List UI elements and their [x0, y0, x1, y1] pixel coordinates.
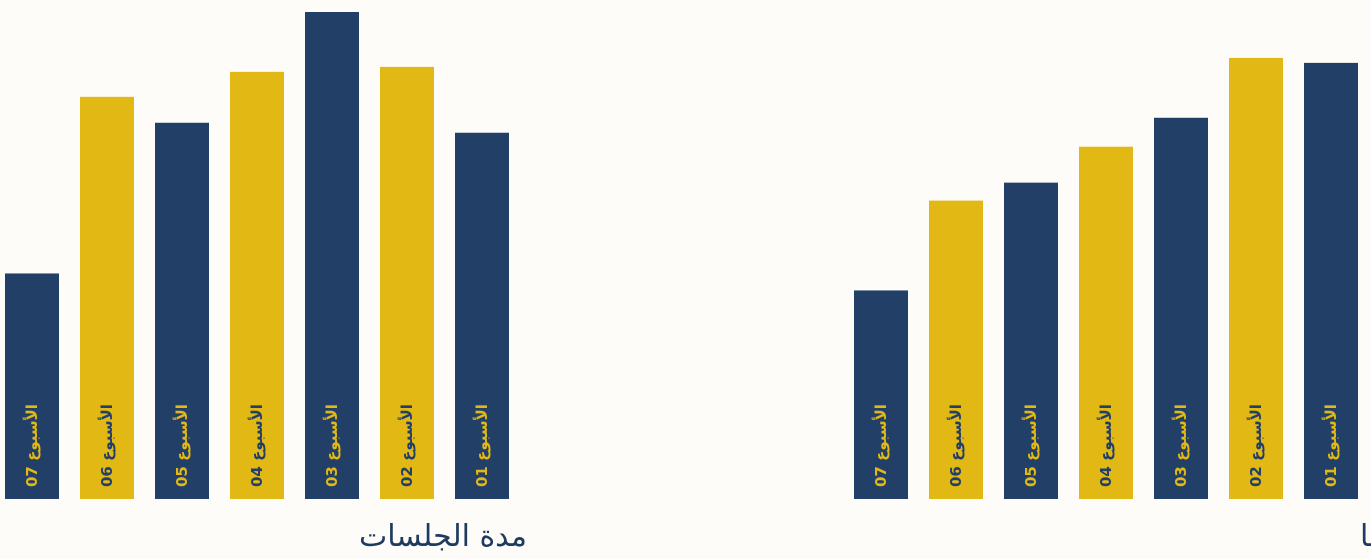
- bar-label-week-07: الأسبوع 07: [23, 404, 41, 487]
- bar-week-01: [1304, 62, 1358, 499]
- bar-label-week-03: الأسبوع 03: [323, 404, 341, 487]
- bar-label-week-02: الأسبوع 02: [1247, 404, 1265, 487]
- chart-title-sessions-created: عدد الجلسات التي تم إنشائها: [1360, 519, 1371, 554]
- bar-label-week-06: الأسبوع 06: [947, 404, 965, 487]
- bar-label-week-07: الأسبوع 07: [872, 404, 890, 487]
- bar-week-06: [80, 96, 134, 500]
- bar-week-02: [1229, 57, 1283, 500]
- bar-label-week-01: الأسبوع 01: [473, 404, 491, 487]
- bar-label-week-01: الأسبوع 01: [1322, 404, 1340, 487]
- chart-session-duration: الأسبوع 07 الأسبوع 06 الأسبوع 05 الأسبوع 04…: [5, 12, 509, 500]
- bar-label-week-05: الأسبوع 05: [1022, 404, 1040, 487]
- bar-label-week-04: الأسبوع 04: [1097, 404, 1115, 487]
- bar-week-03: [1154, 117, 1208, 500]
- bar-week-01: [455, 132, 509, 499]
- bar-label-week-05: الأسبوع 05: [173, 404, 191, 487]
- bar-week-03: [305, 12, 359, 499]
- bar-week-07: [5, 273, 59, 499]
- bar-week-06: [929, 200, 983, 499]
- chart-title-session-duration: مدة الجلسات: [359, 519, 527, 554]
- bar-label-week-03: الأسبوع 03: [1172, 404, 1190, 487]
- bar-label-week-06: الأسبوع 06: [98, 404, 116, 487]
- bar-label-week-04: الأسبوع 04: [248, 404, 266, 487]
- bar-week-02: [380, 66, 434, 499]
- bar-week-07: [854, 290, 908, 499]
- bar-week-04: [1079, 146, 1133, 499]
- bar-label-week-02: الأسبوع 02: [398, 404, 416, 487]
- bar-week-04: [230, 71, 284, 500]
- bar-week-05: [155, 122, 209, 500]
- chart-sessions-created: الأسبوع 07 الأسبوع 06 الأسبوع 05 الأسبوع 04…: [854, 57, 1358, 500]
- bar-week-05: [1004, 182, 1058, 499]
